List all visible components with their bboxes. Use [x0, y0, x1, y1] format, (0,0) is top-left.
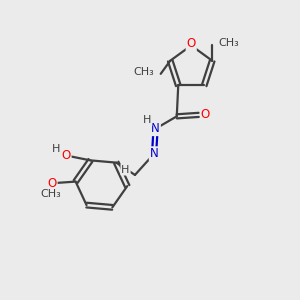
Text: CH₃: CH₃: [219, 38, 239, 48]
Text: H: H: [143, 116, 152, 125]
Text: N: N: [150, 147, 158, 160]
Text: CH₃: CH₃: [40, 189, 61, 199]
Text: O: O: [187, 38, 196, 50]
Text: H: H: [52, 145, 60, 154]
Text: O: O: [201, 108, 210, 122]
Text: O: O: [61, 149, 71, 162]
Text: H: H: [121, 165, 130, 175]
Text: CH₃: CH₃: [134, 68, 154, 77]
Text: N: N: [151, 122, 160, 135]
Text: O: O: [47, 177, 57, 190]
